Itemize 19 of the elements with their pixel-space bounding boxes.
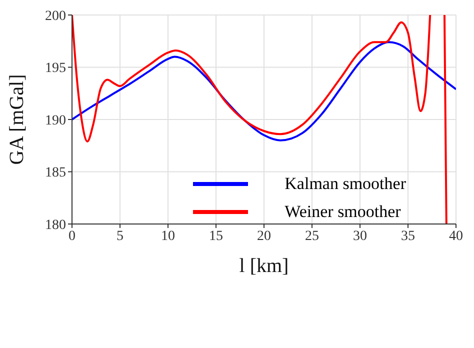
legend-label: Kalman smoother xyxy=(284,174,406,194)
x-tick-label: 35 xyxy=(401,228,415,244)
x-tick-label: 15 xyxy=(209,228,223,244)
y-tick-label: 185 xyxy=(45,166,66,181)
x-tick-label: 20 xyxy=(257,228,271,244)
legend-label: Weiner smoother xyxy=(284,202,401,222)
line-series xyxy=(72,41,456,142)
y-tick-label: 190 xyxy=(45,113,66,128)
y-tick-label: 200 xyxy=(45,8,66,24)
y-tick-label: 195 xyxy=(45,61,66,76)
y-axis-title: GA [mGal] xyxy=(6,74,28,165)
x-tick-label: 5 xyxy=(116,228,124,244)
y-tick-label: 180 xyxy=(45,218,66,233)
x-tick-label: 30 xyxy=(353,228,367,244)
x-tick-label: 10 xyxy=(161,228,175,244)
x-axis-title: l [km] xyxy=(239,255,289,277)
x-tick-label: 40 xyxy=(449,228,463,244)
x-tick-label: 25 xyxy=(305,228,319,244)
x-tick-label: 0 xyxy=(68,228,76,244)
